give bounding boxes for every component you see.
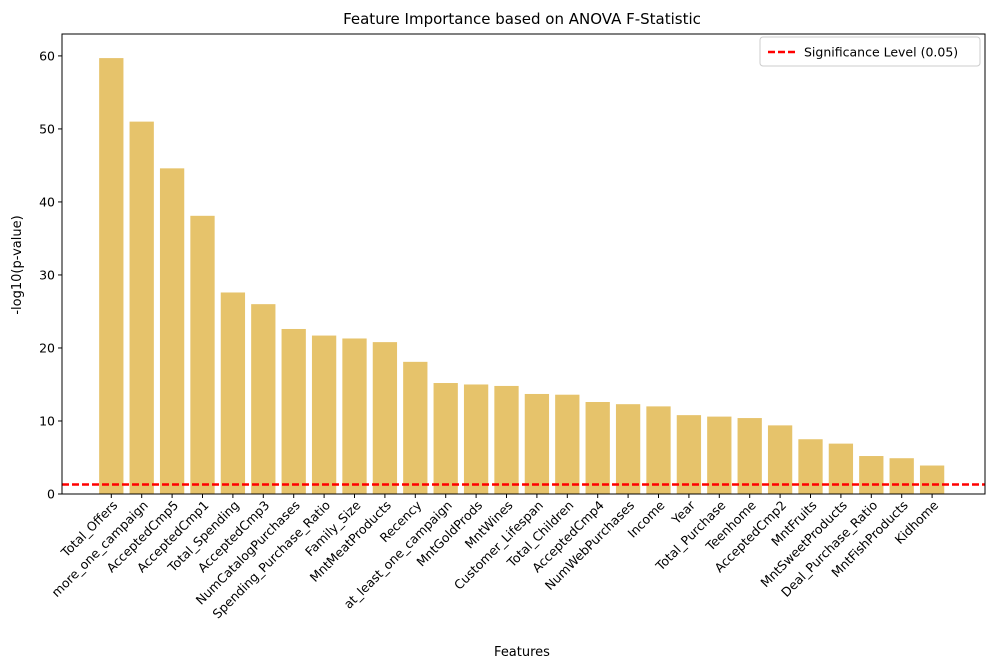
legend-frame bbox=[759, 36, 981, 67]
bar-AcceptedCmp2 bbox=[767, 425, 793, 494]
y-tick-label: 50 bbox=[39, 121, 55, 136]
legend: Significance Level (0.05) bbox=[759, 36, 981, 67]
bar-AcceptedCmp4 bbox=[585, 402, 610, 494]
bar-Year bbox=[676, 415, 702, 494]
bar-NumCatalogPurchases bbox=[281, 328, 306, 494]
legend-label: Significance Level (0.05) bbox=[804, 45, 958, 60]
y-tick-label: 60 bbox=[39, 48, 55, 63]
bar-more_one_campaign bbox=[129, 121, 154, 495]
bar-AcceptedCmp1 bbox=[190, 215, 215, 494]
bar-Total_Purchase bbox=[707, 416, 732, 494]
y-tick-label: 40 bbox=[39, 194, 55, 209]
bar-AcceptedCmp5 bbox=[159, 168, 185, 494]
bar-Total_Children bbox=[555, 394, 580, 494]
bar-MntGoldProds bbox=[463, 384, 489, 494]
bar-NumWebPurchases bbox=[615, 404, 641, 494]
bar-Customer_Lifespan bbox=[524, 393, 550, 494]
bar-Deal_Purchase_Ratio bbox=[859, 456, 884, 494]
x-axis-title: Features bbox=[494, 645, 550, 660]
y-tick-label: 10 bbox=[39, 413, 55, 428]
bar-Teenhome bbox=[737, 418, 762, 494]
y-axis-title: -log10(p-value) bbox=[10, 215, 25, 314]
bar-Total_Spending bbox=[220, 292, 246, 494]
y-tick-label: 20 bbox=[39, 340, 55, 355]
y-tick-label: 0 bbox=[47, 487, 55, 502]
bar-Recency bbox=[403, 361, 428, 494]
bar-Total_Offers bbox=[99, 58, 124, 494]
bar-MntMeatProducts bbox=[372, 342, 398, 494]
bar-Family_Size bbox=[342, 338, 367, 494]
axes-frame bbox=[61, 33, 986, 495]
bar-MntWines bbox=[494, 385, 519, 494]
bar-Income bbox=[646, 406, 671, 494]
bar-MntFruits bbox=[798, 439, 823, 494]
bar-Spending_Purchase_Ratio bbox=[311, 335, 337, 494]
bar-Kidhome bbox=[919, 465, 945, 494]
bar-at_least_one_campaign bbox=[433, 383, 458, 494]
plot-area: 0102030405060Total_Offersmore_one_campai… bbox=[39, 33, 986, 621]
bar-MntFishProducts bbox=[889, 458, 914, 494]
bar-AcceptedCmp3 bbox=[251, 304, 276, 494]
chart-title: Feature Importance based on ANOVA F-Stat… bbox=[343, 10, 701, 28]
bar-MntSweetProducts bbox=[828, 443, 854, 494]
y-tick-label: 30 bbox=[39, 267, 55, 282]
